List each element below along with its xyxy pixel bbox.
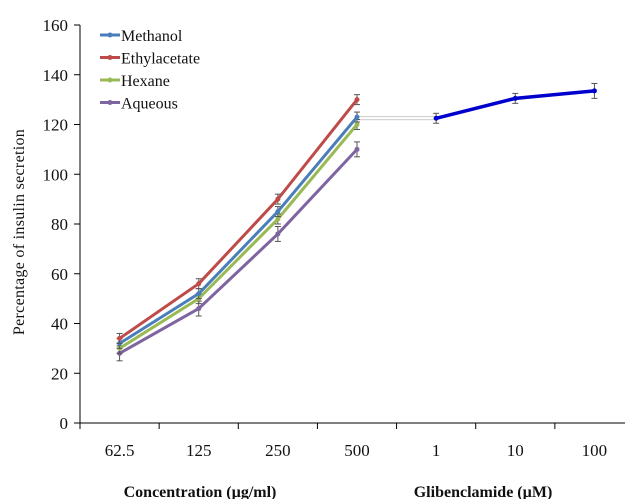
series-aqueous-point <box>354 146 360 152</box>
series-ethylacetate-point <box>354 97 360 103</box>
series-ethylacetate-line <box>118 98 359 340</box>
series-hexane-point <box>275 216 281 222</box>
series-methanol-point <box>196 291 202 297</box>
x-tick-label: 500 <box>344 441 370 460</box>
y-axis-title: Percentage of insulin secretion <box>11 129 28 335</box>
y-tick-label: 20 <box>51 364 68 383</box>
legend-label-aqueous: Aqueous <box>121 96 178 113</box>
x-tick-label: 250 <box>265 441 291 460</box>
series-ethylacetate-point <box>117 335 123 341</box>
y-tick-label: 0 <box>60 414 69 433</box>
x-tick-label: 125 <box>186 441 212 460</box>
series-aqueous-point <box>196 306 202 312</box>
x-axis-title-concentration: Concentration (µg/ml) <box>124 484 277 499</box>
y-tick-label: 140 <box>43 66 69 85</box>
x-tick-label: 62.5 <box>105 441 135 460</box>
series-ethylacetate-point <box>196 281 202 287</box>
legend-marker-hexane <box>107 77 113 83</box>
series-hexane-line <box>118 123 359 350</box>
y-tick-label: 160 <box>43 16 69 35</box>
x-tick-label: 100 <box>582 441 608 460</box>
legend-label-hexane: Hexane <box>121 73 170 90</box>
y-tick-label: 80 <box>51 215 68 234</box>
series-glibenclamide-point <box>512 95 518 101</box>
legend-marker-ethylacetate <box>107 55 113 60</box>
x-axis-title-glibenclamide: Glibenclamide (µM) <box>414 484 553 499</box>
series-glibenclamide-point <box>433 115 439 121</box>
x-tick-label: 1 <box>432 441 441 460</box>
x-tick-label: 10 <box>507 441 524 460</box>
y-tick-label: 100 <box>43 165 69 184</box>
legend-label-ethylacetate: Ethylacetate <box>121 51 200 68</box>
series-aqueous-point <box>275 231 281 237</box>
series-glibenclamide-point <box>591 88 597 94</box>
series-methanol-line <box>118 116 359 345</box>
series-aqueous-line <box>118 148 359 355</box>
y-tick-label: 120 <box>43 116 69 135</box>
series-ethylacetate-point <box>275 196 281 202</box>
legend-marker-methanol <box>107 32 113 38</box>
series-methanol-point <box>275 209 281 215</box>
series-methanol-point <box>354 114 360 120</box>
y-tick-label: 60 <box>51 265 68 284</box>
y-tick-label: 40 <box>51 315 68 334</box>
legend-marker-aqueous <box>107 100 113 105</box>
series-hexane-point <box>354 122 360 127</box>
legend-label-methanol: Methanol <box>121 28 183 45</box>
